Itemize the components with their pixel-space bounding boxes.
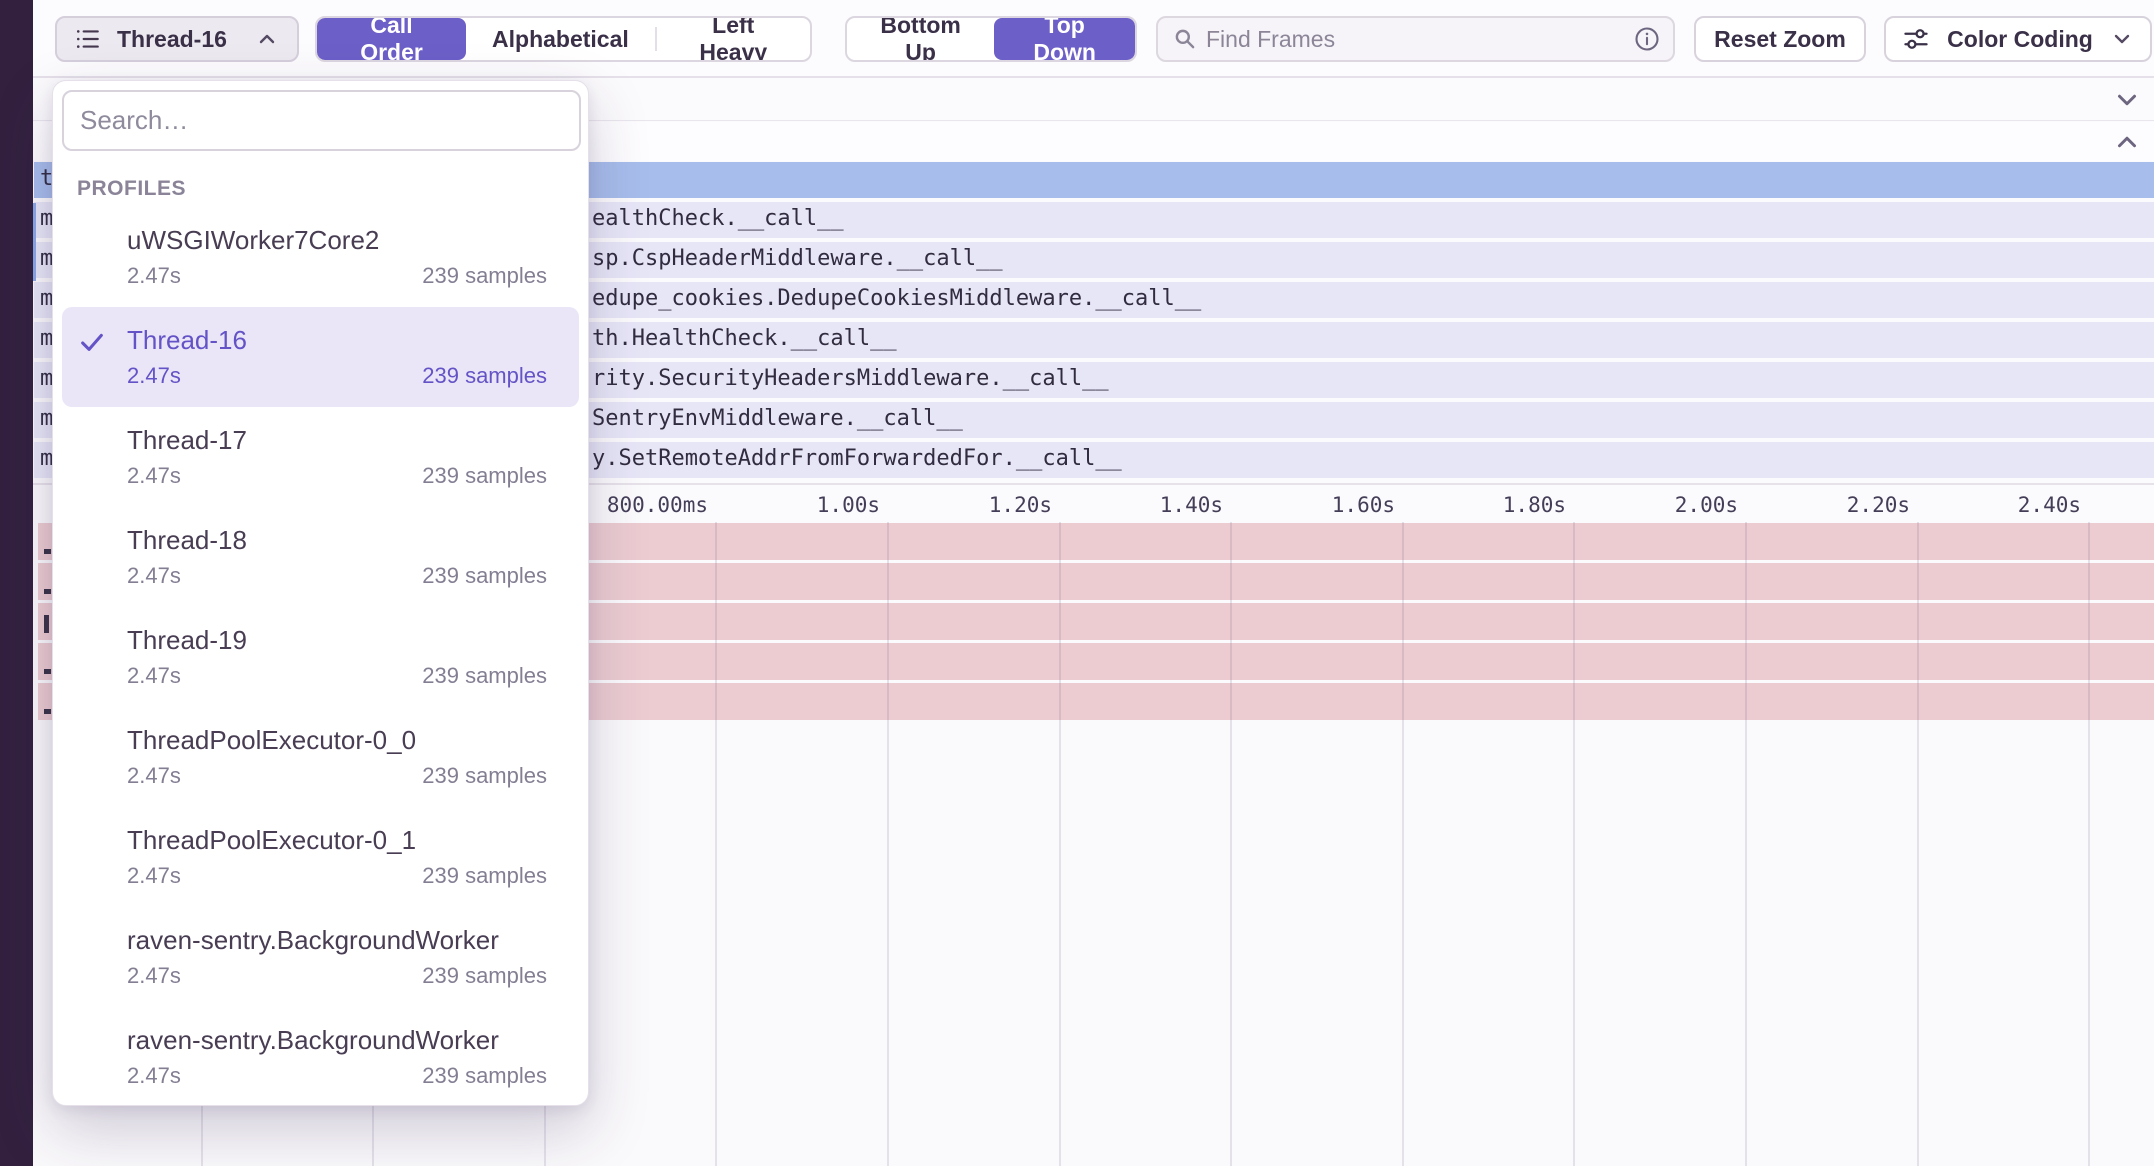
profile-item-thread-16-selected[interactable]: Thread-162.47s 239 samples	[62, 307, 579, 407]
info-icon[interactable]	[1633, 25, 1661, 53]
frame-label: ealthCheck.__call__	[592, 206, 844, 231]
toolbar: Thread-16 Call Order Alphabetical Left H…	[33, 0, 2154, 78]
profile-name: raven-sentry.BackgroundWorker	[127, 1023, 547, 1057]
thread-selector-button[interactable]: Thread-16	[55, 16, 299, 62]
span-row-glyph-sliver	[44, 549, 51, 554]
frame-label: th.HealthCheck.__call__	[592, 326, 897, 351]
find-frames-input[interactable]	[1206, 26, 1625, 53]
frame-label: SentryEnvMiddleware.__call__	[592, 406, 963, 431]
profile-sample-count: 239 samples	[422, 960, 547, 992]
check-icon	[78, 329, 106, 357]
sort-alphabetical-button[interactable]: Alphabetical	[466, 18, 655, 60]
profile-item-threadpoolexecutor-0-0[interactable]: ThreadPoolExecutor-0_02.47s 239 samples	[53, 707, 588, 807]
profile-stats: 2.47s 239 samples	[127, 860, 547, 892]
frame-label: sp.CspHeaderMiddleware.__call__	[592, 246, 1003, 271]
profile-duration: 2.47s	[127, 660, 181, 692]
profile-duration: 2.47s	[127, 1060, 181, 1092]
profile-item-raven-sentry-backgroundworker[interactable]: raven-sentry.BackgroundWorker2.47s 239 sa…	[53, 907, 588, 1007]
profile-item-thread-17[interactable]: Thread-172.47s 239 samples	[53, 407, 588, 507]
profile-item-threadpoolexecutor-0-1[interactable]: ThreadPoolExecutor-0_12.47s 239 samples	[53, 807, 588, 907]
search-icon	[1172, 26, 1198, 52]
axis-tick-label: 1.60s	[1332, 493, 1395, 517]
frame-label: rity.SecurityHeadersMiddleware.__call__	[592, 366, 1109, 391]
chevron-down-icon[interactable]	[2112, 85, 2142, 115]
profile-sample-count: 239 samples	[422, 260, 547, 292]
profile-stats: 2.47s 239 samples	[127, 460, 547, 492]
profile-name: Thread-18	[127, 523, 547, 557]
profile-sample-count: 239 samples	[422, 860, 547, 892]
chevron-down-icon	[2110, 27, 2134, 51]
color-coding-label: Color Coding	[1947, 26, 2093, 53]
profile-item-uwsgiworker7core2[interactable]: uWSGIWorker7Core22.47s 239 samples	[53, 207, 588, 307]
direction-top-down-button[interactable]: Top Down	[994, 18, 1135, 60]
span-row-glyph-sliver	[44, 589, 51, 594]
profile-name: Thread-16	[127, 323, 547, 357]
span-row-glyph-sliver	[44, 669, 51, 674]
profile-duration: 2.47s	[127, 360, 181, 392]
color-coding-button[interactable]: Color Coding	[1884, 16, 2152, 62]
profiles-section-label: PROFILES	[77, 177, 186, 201]
profile-sample-count: 239 samples	[422, 560, 547, 592]
profile-item-thread-19[interactable]: Thread-192.47s 239 samples	[53, 607, 588, 707]
direction-segment: Bottom Up Top Down	[845, 16, 1137, 62]
profile-sample-count: 239 samples	[422, 360, 547, 392]
profile-sample-count: 239 samples	[422, 1060, 547, 1092]
profiles-dropdown: PROFILES uWSGIWorker7Core22.47s239 sampl…	[52, 80, 589, 1106]
profile-sample-count: 239 samples	[422, 460, 547, 492]
sort-order-segment: Call Order Alphabetical Left Heavy	[315, 16, 812, 62]
profile-stats: 2.47s 239 samples	[127, 560, 547, 592]
direction-bottom-up-button[interactable]: Bottom Up	[847, 18, 994, 60]
profile-duration: 2.47s	[127, 760, 181, 792]
axis-tick-label: 2.00s	[1675, 493, 1738, 517]
profile-name: Thread-19	[127, 623, 547, 657]
span-row-glyph-sliver	[44, 709, 51, 714]
chevron-up-icon	[255, 27, 279, 51]
profile-duration: 2.47s	[127, 860, 181, 892]
axis-tick-label: 1.00s	[817, 493, 880, 517]
reset-zoom-button[interactable]: Reset Zoom	[1694, 16, 1866, 62]
span-row-glyph-sliver	[44, 615, 49, 633]
sort-call-order-button[interactable]: Call Order	[317, 18, 466, 60]
profile-item-raven-sentry-backgroundworker[interactable]: raven-sentry.BackgroundWorker2.47s 239 sa…	[53, 1007, 588, 1107]
axis-tick-label: 1.80s	[1503, 493, 1566, 517]
profile-stats: 2.47s 239 samples	[127, 360, 547, 392]
profile-stats: 2.47s 239 samples	[127, 260, 547, 292]
profile-sample-count: 239 samples	[422, 660, 547, 692]
sliders-icon	[1902, 25, 1930, 53]
profile-duration: 2.47s	[127, 460, 181, 492]
sidebar-strip	[0, 0, 33, 1166]
profile-item-thread-18[interactable]: Thread-182.47s 239 samples	[53, 507, 588, 607]
axis-tick-label: 1.40s	[1160, 493, 1223, 517]
profile-stats: 2.47s 239 samples	[127, 760, 547, 792]
profile-name: Thread-17	[127, 423, 547, 457]
sort-left-heavy-button[interactable]: Left Heavy	[657, 18, 810, 60]
frame-label: edupe_cookies.DedupeCookiesMiddleware.__…	[592, 286, 1201, 311]
frame-edge-indicator	[33, 203, 36, 281]
axis-tick-label: 2.40s	[2018, 493, 2081, 517]
profile-sample-count: 239 samples	[422, 760, 547, 792]
axis-tick-label: 2.20s	[1847, 493, 1910, 517]
axis-tick-label: 1.20s	[989, 493, 1052, 517]
profile-duration: 2.47s	[127, 960, 181, 992]
axis-tick-label: 800.00ms	[607, 493, 708, 517]
profile-name: ThreadPoolExecutor-0_0	[127, 723, 547, 757]
profile-stats: 2.47s 239 samples	[127, 660, 547, 692]
profile-name: ThreadPoolExecutor-0_1	[127, 823, 547, 857]
thread-list-icon	[75, 26, 101, 52]
profiles-search-input[interactable]	[62, 90, 581, 151]
find-frames-search[interactable]	[1156, 16, 1675, 62]
thread-selector-label: Thread-16	[117, 26, 243, 53]
frame-label: y.SetRemoteAddrFromForwardedFor.__call__	[592, 446, 1122, 471]
profile-name: uWSGIWorker7Core2	[127, 223, 547, 257]
profile-name: raven-sentry.BackgroundWorker	[127, 923, 547, 957]
chevron-up-icon[interactable]	[2112, 127, 2142, 157]
profile-duration: 2.47s	[127, 560, 181, 592]
profile-duration: 2.47s	[127, 260, 181, 292]
profile-stats: 2.47s 239 samples	[127, 960, 547, 992]
profile-stats: 2.47s 239 samples	[127, 1060, 547, 1092]
